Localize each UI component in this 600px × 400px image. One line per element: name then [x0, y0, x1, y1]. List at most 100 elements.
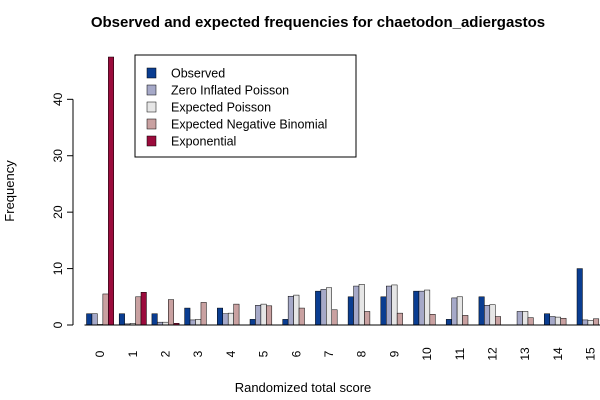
bar-4-series-2 [227, 312, 234, 326]
x-tick-label: 8 [355, 350, 369, 357]
bar-6-series-1 [287, 295, 294, 326]
legend-label: Exponential [171, 135, 236, 149]
bar-2-series-0 [151, 313, 158, 326]
bar-8-series-0 [347, 296, 354, 326]
legend-label: Observed [171, 67, 225, 81]
bar-3-series-1 [189, 319, 196, 326]
bar-1-series-4 [140, 292, 147, 326]
bar-10-series-2 [424, 289, 431, 326]
bar-1-series-0 [118, 313, 125, 326]
legend-swatch [146, 101, 157, 113]
bar-15-series-2 [587, 320, 594, 326]
legend-swatch [146, 67, 157, 79]
legend-label: Zero Inflated Poisson [171, 84, 289, 98]
bar-13-series-3 [527, 317, 534, 326]
bar-5-series-2 [260, 303, 267, 326]
y-tick-label: 30 [51, 149, 65, 163]
x-tick-label: 10 [420, 347, 434, 361]
bar-0-series-0 [86, 313, 93, 326]
bar-3-series-2 [195, 319, 202, 326]
bar-12-series-0 [478, 296, 485, 326]
bar-7-series-0 [315, 290, 322, 326]
bar-13-series-1 [516, 311, 523, 326]
bar-14-series-2 [554, 316, 561, 326]
bar-0-series-1 [91, 313, 98, 326]
chart-title: Observed and expected frequencies for ch… [91, 14, 545, 31]
legend-label: Expected Poisson [171, 101, 271, 115]
bar-4-series-0 [217, 307, 224, 326]
bar-7-series-1 [320, 289, 327, 326]
bar-14-series-1 [549, 316, 556, 326]
bar-10-series-1 [418, 290, 425, 326]
x-tick-label: 13 [518, 347, 532, 361]
x-tick-label: 1 [126, 350, 140, 357]
bar-15-series-0 [576, 268, 583, 326]
bar-14-series-0 [544, 313, 550, 326]
y-tick-label: 20 [51, 205, 65, 219]
bar-9-series-3 [396, 312, 403, 326]
bar-3-series-0 [184, 307, 191, 326]
x-tick-label: 14 [551, 347, 565, 361]
bar-0-series-3 [102, 293, 109, 326]
bar-9-series-2 [391, 284, 398, 326]
bar-8-series-3 [364, 311, 371, 326]
legend-label: Expected Negative Binomial [171, 118, 327, 132]
bar-8-series-2 [358, 284, 365, 326]
x-axis: 0 1 2 3 4 5 6 7 8 9 10 11 12 13 14 15 [93, 347, 598, 361]
legend-swatch [146, 118, 157, 130]
bar-15-series-3 [593, 318, 600, 326]
bar-12-series-3 [495, 316, 501, 326]
bar-11-series-3 [462, 315, 469, 326]
x-tick-label: 12 [486, 347, 500, 361]
bar-9-series-0 [380, 296, 387, 326]
bar-3-series-3 [200, 302, 207, 326]
bars [84, 56, 600, 326]
x-tick-label: 6 [289, 350, 303, 357]
bar-4-series-1 [222, 313, 229, 326]
bar-6-series-3 [298, 307, 305, 326]
legend: Observed Zero Inflated Poisson Expected Po… [134, 54, 357, 158]
bar-13-series-2 [522, 311, 529, 326]
bar-11-series-2 [456, 296, 463, 326]
y-axis-label: Frequency [2, 160, 17, 222]
bar-7-series-3 [331, 309, 338, 326]
bar-2-series-3 [168, 299, 174, 326]
x-tick-label: 7 [322, 350, 336, 357]
legend-box [134, 54, 357, 158]
x-tick-label: 5 [257, 350, 271, 357]
x-tick-label: 2 [159, 350, 173, 357]
bar-10-series-0 [413, 290, 420, 326]
bar-5-series-0 [249, 319, 256, 326]
x-tick-label: 0 [93, 350, 107, 357]
legend-swatch [146, 84, 157, 96]
bar-14-series-3 [560, 317, 567, 326]
x-tick-label: 11 [453, 347, 467, 360]
y-tick-label: 10 [51, 262, 65, 276]
bar-11-series-1 [451, 297, 458, 326]
bar-10-series-3 [429, 314, 436, 326]
bar-15-series-1 [582, 319, 589, 326]
bar-5-series-1 [255, 305, 262, 326]
bar-6-series-2 [293, 294, 300, 326]
bar-7-series-2 [326, 287, 332, 326]
bar-4-series-3 [233, 303, 240, 326]
x-axis-label: Randomized total score [235, 380, 372, 395]
x-tick-label: 15 [584, 347, 598, 361]
bar-0-series-4 [108, 56, 115, 326]
x-tick-label: 4 [224, 350, 238, 357]
y-axis: 0 10 20 30 40 [51, 92, 74, 328]
bar-6-series-0 [282, 319, 289, 326]
bar-8-series-1 [353, 285, 360, 326]
y-tick-label: 40 [51, 92, 65, 106]
bar-5-series-3 [266, 305, 273, 326]
x-tick-label: 3 [191, 350, 205, 357]
bar-9-series-1 [386, 285, 392, 326]
bar-12-series-2 [489, 304, 496, 326]
y-tick-label: 0 [51, 321, 65, 328]
bar-1-series-3 [135, 296, 142, 326]
bar-11-series-0 [445, 319, 452, 326]
legend-swatch [146, 135, 157, 147]
bar-12-series-1 [484, 305, 491, 326]
x-tick-label: 9 [387, 350, 401, 357]
